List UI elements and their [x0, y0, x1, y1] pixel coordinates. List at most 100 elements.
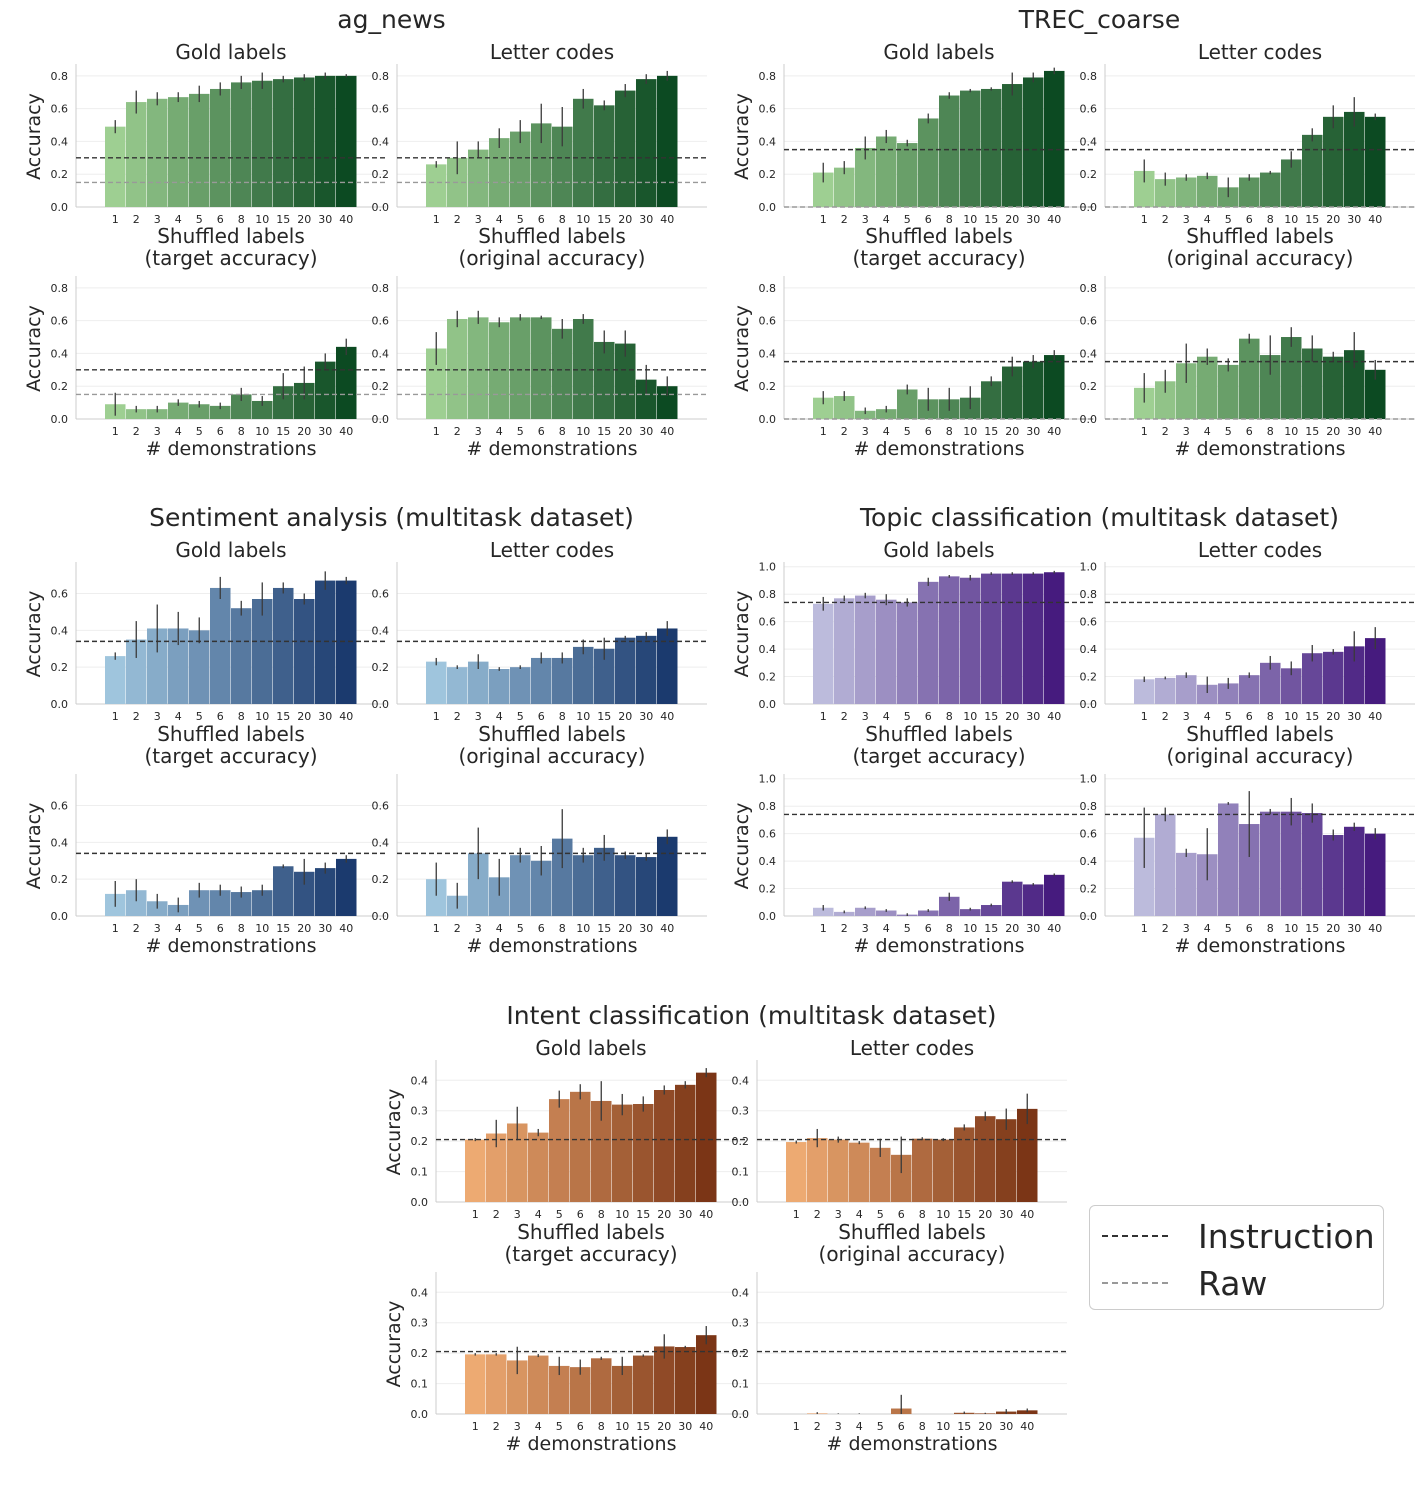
x-tick-label: 1 [112, 922, 119, 935]
x-tick-label: 3 [835, 1420, 842, 1433]
x-tick-label: 10 [1284, 710, 1298, 723]
x-tick-label: 4 [175, 425, 182, 438]
legend-item-raw: Raw [1102, 1261, 1267, 1305]
y-tick-label: 0.2 [372, 873, 390, 886]
x-tick-label: 4 [883, 710, 890, 723]
y-tick-label: 0.6 [372, 587, 390, 600]
x-tick-label: 8 [238, 710, 245, 723]
x-tick-label: 4 [856, 1208, 863, 1221]
x-tick-label: 40 [339, 710, 353, 723]
x-tick-label: 40 [339, 922, 353, 935]
x-tick-label: 6 [538, 213, 545, 226]
y-tick-label: 0.8 [51, 282, 69, 295]
orange-shuffled-target-bar-40 [696, 1335, 717, 1414]
orange-letter-bar-40 [1017, 1108, 1038, 1202]
x-tick-label: 15 [597, 213, 611, 226]
green-shuffled-target-bar-20 [294, 382, 315, 419]
y-tick-label: 0.6 [759, 616, 777, 629]
purple-shuffled-original-bar-40 [1365, 833, 1386, 916]
purple-gold-bar-2 [834, 598, 855, 704]
purple-gold-bar-10 [960, 577, 981, 704]
blue-shuffled-target-bar-30 [315, 868, 336, 916]
panel-title: Shuffled labels [517, 1220, 665, 1244]
x-tick-label: 3 [475, 213, 482, 226]
x-tick-label: 4 [496, 710, 503, 723]
y-tick-label: 0.1 [732, 1166, 750, 1179]
blue-letter-bar-20 [615, 637, 636, 704]
y-tick-label: 0.4 [1080, 643, 1098, 656]
x-tick-label: 15 [984, 710, 998, 723]
x-tick-label: 2 [133, 425, 140, 438]
x-tick-label: 6 [538, 710, 545, 723]
x-tick-label: 20 [618, 710, 632, 723]
orange-gold-bar-3 [507, 1123, 528, 1202]
green-letter-bar-2 [1155, 179, 1176, 207]
x-tick-label: 2 [841, 425, 848, 438]
green-gold-bar-6 [210, 88, 231, 207]
y-tick-label: 0.4 [1080, 347, 1098, 360]
y-tick-label: 0.8 [759, 70, 777, 83]
x-tick-label: 6 [925, 922, 932, 935]
panel-title: Shuffled labels [1186, 224, 1334, 248]
panel-title: Shuffled labels [478, 224, 626, 248]
orange-letter-bar-4 [849, 1142, 870, 1202]
green-shuffled-original-bar-2 [447, 318, 468, 419]
x-tick-label: 1 [793, 1208, 800, 1221]
purple-shuffled-target-bar-8 [939, 896, 960, 916]
y-axis-label: Accuracy [731, 591, 753, 678]
x-tick-label: 1 [472, 1420, 479, 1433]
y-tick-label: 0.2 [759, 168, 777, 181]
green-shuffled-original-bar-3 [1176, 363, 1197, 419]
green-gold-bar-1 [105, 126, 126, 207]
blue-shuffled-target-bar-20 [294, 871, 315, 916]
y-tick-label: 0.4 [732, 1286, 750, 1299]
blue-shuffled-target-bar-8 [231, 892, 252, 916]
blue-shuffled-original-bar-40 [657, 836, 678, 916]
green-letter-bar-8 [1260, 172, 1281, 207]
y-tick-label: 0.0 [51, 413, 69, 426]
green-shuffled-target-bar-20 [1002, 366, 1023, 419]
x-tick-label: 8 [598, 1420, 605, 1433]
y-tick-label: 0.3 [411, 1317, 429, 1330]
y-tick-label: 0.4 [51, 135, 69, 148]
y-axis-label: Accuracy [731, 93, 753, 180]
purple-gold-bar-5 [897, 602, 918, 704]
blue-shuffled-target-bar-40 [336, 858, 357, 916]
x-tick-label: 8 [559, 710, 566, 723]
orange-letter-bar-20 [975, 1116, 996, 1202]
y-tick-label: 0.0 [759, 201, 777, 214]
x-tick-label: 10 [576, 213, 590, 226]
x-tick-label: 20 [618, 922, 632, 935]
orange-gold-bar-20 [654, 1090, 675, 1202]
x-tick-label: 30 [1026, 710, 1040, 723]
y-tick-label: 0.8 [1080, 70, 1098, 83]
orange-gold-bar-5 [549, 1099, 570, 1202]
x-tick-label: 1 [1141, 710, 1148, 723]
x-tick-label: 8 [238, 922, 245, 935]
x-tick-label: 5 [556, 1420, 563, 1433]
x-tick-label: 15 [276, 425, 290, 438]
y-tick-label: 0.0 [372, 698, 390, 711]
green-shuffled-original-bar-5 [1218, 364, 1239, 419]
x-tick-label: 8 [559, 922, 566, 935]
green-shuffled-original-bar-15 [1302, 348, 1323, 419]
y-tick-label: 0.8 [1080, 282, 1098, 295]
x-tick-label: 40 [1020, 1420, 1034, 1433]
x-tick-label: 20 [618, 425, 632, 438]
panel-title: Gold labels [175, 40, 286, 64]
x-tick-label: 30 [318, 425, 332, 438]
y-tick-label: 0.4 [759, 855, 777, 868]
x-tick-label: 30 [1347, 213, 1361, 226]
orange-shuffled-target-bar-20 [654, 1346, 675, 1414]
green-gold-bar-5 [189, 93, 210, 207]
y-tick-label: 0.4 [372, 347, 390, 360]
panel-title: Shuffled labels [157, 224, 305, 248]
y-tick-label: 0.6 [1080, 103, 1098, 116]
y-tick-label: 0.2 [51, 661, 69, 674]
y-tick-label: 0.3 [732, 1317, 750, 1330]
purple-letter-bar-30 [1344, 646, 1365, 704]
x-tick-label: 10 [963, 922, 977, 935]
x-tick-label: 1 [1141, 922, 1148, 935]
orange-shuffled-target-bar-15 [633, 1355, 654, 1414]
y-tick-label: 0.0 [732, 1408, 750, 1421]
